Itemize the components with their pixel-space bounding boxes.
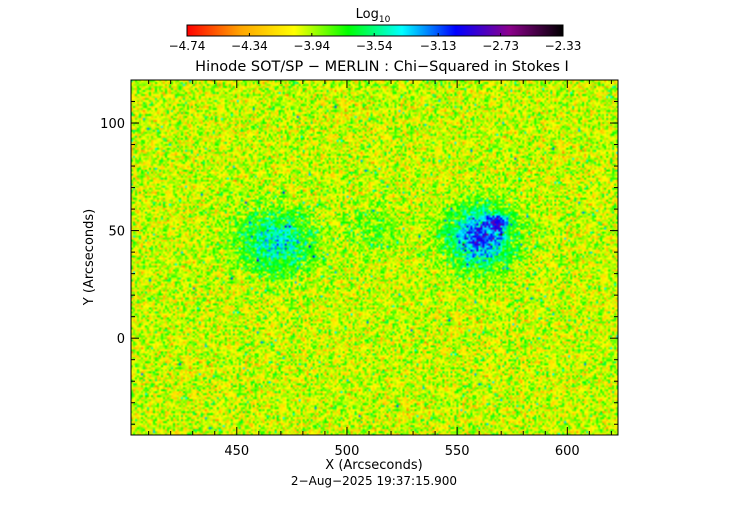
y-tick-label: 100 — [100, 117, 125, 132]
colorbar: Log10 −4.74 −4.34 −3.94 −3.54 −3.13 −2.73 −2.3… — [169, 7, 582, 53]
colorbar-tick-label: −4.74 — [169, 39, 206, 53]
axis-ticks: 450 500 550 600 0 50 100 — [100, 79, 618, 459]
x-tick-label: 450 — [224, 444, 249, 459]
plot-area: 450 500 550 600 0 50 100 — [100, 79, 619, 459]
x-tick-label: 550 — [445, 444, 470, 459]
y-axis-label: Y (Arcseconds) — [82, 209, 97, 306]
x-tick-label: 500 — [335, 444, 360, 459]
colorbar-tick-label: −2.33 — [545, 39, 582, 53]
plot-frame — [130, 79, 619, 436]
colorbar-tick-label: −4.34 — [231, 39, 268, 53]
colorbar-ticks: −4.74 −4.34 −3.94 −3.54 −3.13 −2.73 −2.33 — [169, 33, 582, 53]
colorbar-label-base: Log — [356, 7, 379, 22]
colorbar-tick-label: −3.13 — [420, 39, 457, 53]
x-tick-label: 600 — [555, 444, 580, 459]
timestamp: 2−Aug−2025 19:37:15.900 — [291, 474, 457, 488]
x-axis-label: X (Arcseconds) — [325, 458, 422, 473]
colorbar-label-sub: 10 — [379, 15, 391, 25]
colorbar-gradient — [186, 24, 564, 37]
colorbar-tick-label: −3.54 — [356, 39, 393, 53]
y-tick-label: 50 — [108, 225, 125, 240]
heatmap-image — [131, 80, 618, 435]
y-tick-label: 0 — [117, 332, 125, 347]
colorbar-label: Log10 — [356, 7, 391, 25]
colorbar-tick-label: −3.94 — [293, 39, 330, 53]
colorbar-tick-label: −2.73 — [482, 39, 519, 53]
chart-title: Hinode SOT/SP − MERLIN : Chi−Squared in … — [195, 59, 569, 75]
